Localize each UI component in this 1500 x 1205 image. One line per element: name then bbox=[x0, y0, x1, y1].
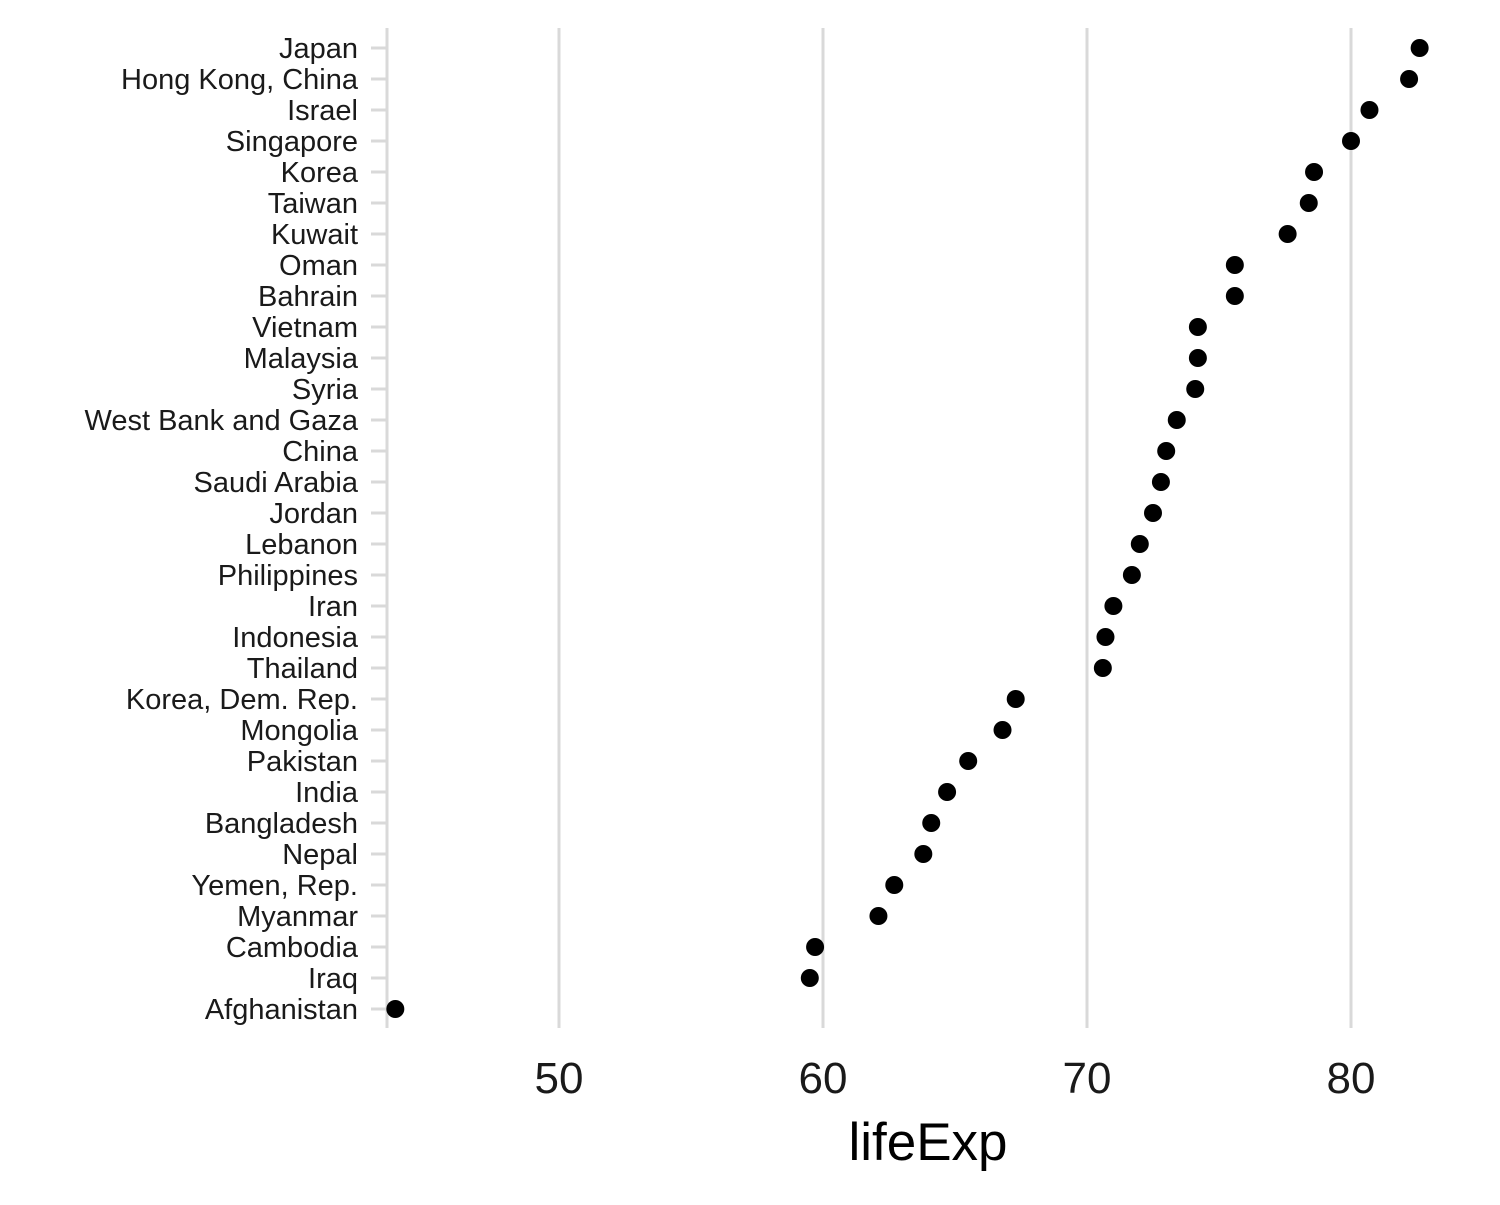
y-tick-label: China bbox=[282, 436, 359, 468]
y-tick-label: Yemen, Rep. bbox=[191, 870, 358, 902]
y-tick-label: Bangladesh bbox=[205, 808, 358, 840]
y-tick-label: Syria bbox=[292, 374, 359, 406]
data-point bbox=[938, 783, 957, 801]
data-point bbox=[1104, 597, 1123, 615]
data-point bbox=[1188, 349, 1207, 367]
data-point bbox=[922, 814, 941, 832]
y-tick-label: Korea bbox=[281, 157, 359, 189]
y-tick-label: Oman bbox=[279, 250, 358, 282]
data-point bbox=[1225, 256, 1244, 274]
x-tick-label: 70 bbox=[1063, 1054, 1112, 1103]
data-point bbox=[993, 721, 1012, 739]
data-point bbox=[1188, 318, 1207, 336]
data-point bbox=[1151, 473, 1170, 491]
data-point bbox=[1278, 225, 1297, 243]
y-tick-label: Korea, Dem. Rep. bbox=[126, 684, 358, 716]
data-point bbox=[1342, 132, 1360, 150]
y-tick-label: Myanmar bbox=[237, 901, 358, 933]
y-tick-label: India bbox=[295, 777, 359, 809]
data-point bbox=[800, 969, 819, 987]
data-point bbox=[1299, 194, 1318, 212]
x-tick-label: 50 bbox=[535, 1054, 584, 1103]
y-tick-label: West Bank and Gaza bbox=[84, 405, 358, 437]
data-point bbox=[1122, 566, 1141, 584]
y-tick-label: Indonesia bbox=[232, 622, 359, 654]
x-axis-title: lifeExp bbox=[848, 1113, 1007, 1172]
data-point bbox=[1093, 659, 1112, 677]
y-tick-label: Pakistan bbox=[247, 746, 358, 778]
data-point bbox=[1006, 690, 1025, 708]
data-point bbox=[806, 938, 825, 956]
data-point bbox=[1130, 535, 1149, 553]
x-axis: 50 60 70 80 bbox=[535, 1054, 1376, 1103]
data-point bbox=[1360, 101, 1379, 119]
y-tick-label: Cambodia bbox=[226, 932, 359, 964]
data-point bbox=[1410, 39, 1429, 57]
y-tick-label: Nepal bbox=[282, 839, 358, 871]
data-point bbox=[1225, 287, 1244, 305]
y-tick-label: Hong Kong, China bbox=[121, 64, 359, 96]
data-point bbox=[1305, 163, 1324, 181]
y-tick-label: Saudi Arabia bbox=[194, 467, 359, 499]
y-tick-label: Taiwan bbox=[268, 188, 358, 220]
data-point bbox=[1400, 70, 1419, 88]
data-point bbox=[1096, 628, 1115, 646]
data-point bbox=[1167, 411, 1186, 429]
data-point bbox=[1144, 504, 1162, 522]
y-tick-label: Thailand bbox=[247, 653, 358, 685]
y-tick-label: Vietnam bbox=[252, 312, 358, 344]
data-point bbox=[914, 845, 933, 863]
y-tick-label: Kuwait bbox=[271, 219, 358, 251]
y-tick-label: Philippines bbox=[218, 560, 358, 592]
data-point bbox=[869, 907, 888, 925]
y-tick-label: Mongolia bbox=[240, 715, 359, 747]
x-tick-label: 80 bbox=[1327, 1054, 1376, 1103]
data-point bbox=[1186, 380, 1205, 398]
y-tick-label: Israel bbox=[287, 95, 358, 127]
y-tick-label: Japan bbox=[279, 33, 358, 65]
data-point bbox=[885, 876, 904, 894]
y-tick-label: Bahrain bbox=[258, 281, 358, 313]
y-tick-label: Iran bbox=[308, 591, 358, 623]
data-point bbox=[386, 1000, 405, 1018]
y-tick-label: Malaysia bbox=[244, 343, 359, 375]
y-tick-label: Iraq bbox=[308, 963, 358, 995]
y-tick-label: Afghanistan bbox=[205, 994, 358, 1026]
y-tick-label: Lebanon bbox=[245, 529, 358, 561]
x-tick-label: 60 bbox=[799, 1054, 848, 1103]
data-points bbox=[386, 39, 1429, 1018]
data-point bbox=[1157, 442, 1176, 460]
y-tick-label: Singapore bbox=[226, 126, 358, 158]
data-point bbox=[959, 752, 978, 770]
gridlines bbox=[557, 28, 1353, 1028]
y-tick-label: Jordan bbox=[269, 498, 358, 530]
